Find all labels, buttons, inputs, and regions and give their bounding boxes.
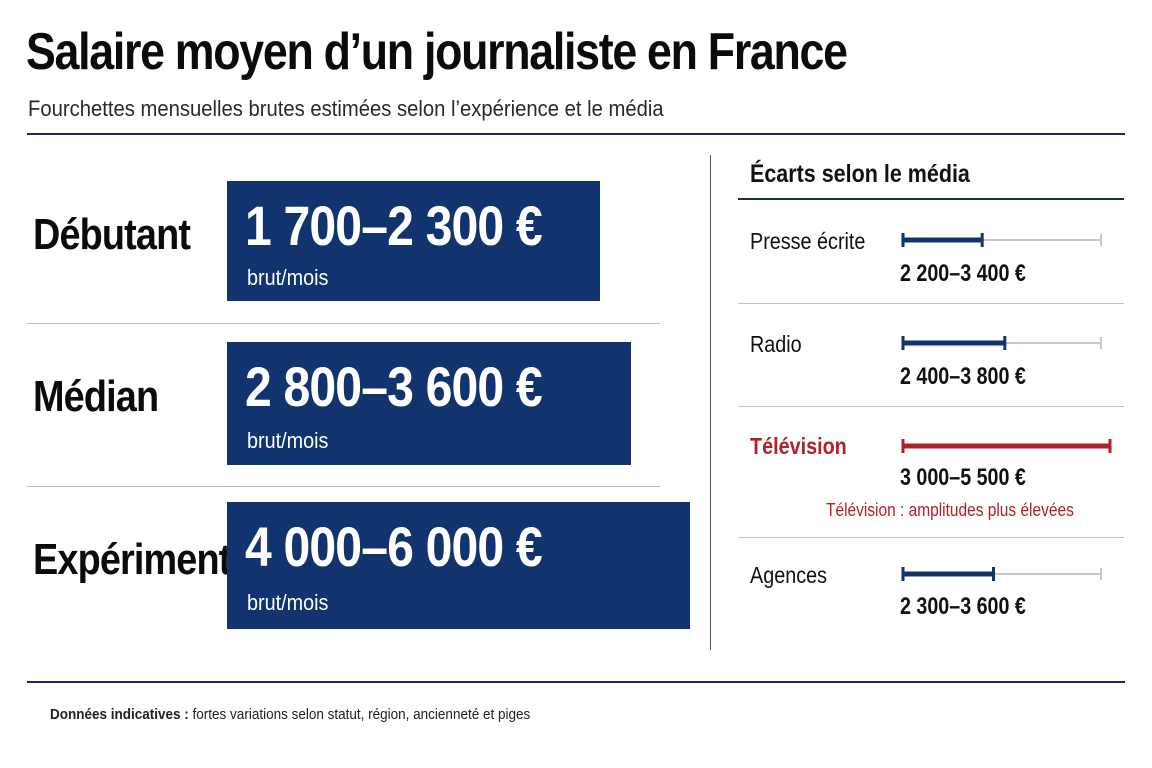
top-rule — [27, 133, 1125, 135]
level-separator — [27, 323, 660, 324]
television-note: Télévision : amplitudes plus élevées — [826, 500, 1074, 520]
range-unit-experimente: brut/mois — [247, 590, 329, 615]
range-unit-debutant: brut/mois — [247, 265, 329, 290]
media-range-agences: 2 300–3 600 € — [900, 593, 1026, 620]
media-panel-rule — [738, 198, 1124, 200]
page-title: Salaire moyen d’un journaliste en France — [26, 23, 848, 81]
range-box-debutant: 1 700–2 300 € brut/mois — [227, 181, 600, 301]
media-separator — [738, 303, 1124, 304]
range-value-median: 2 800–3 600 € — [245, 355, 543, 418]
range-value-debutant: 1 700–2 300 € — [245, 194, 543, 257]
media-label-radio: Radio — [750, 331, 802, 357]
range-box-median: 2 800–3 600 € brut/mois — [227, 342, 631, 465]
media-separator — [738, 537, 1124, 538]
media-range-television: 3 000–5 500 € — [900, 464, 1026, 491]
page-subtitle: Fourchettes mensuelles brutes estimées s… — [28, 96, 664, 121]
level-label-debutant: Débutant — [33, 210, 191, 259]
bottom-rule — [27, 681, 1125, 683]
level-label-median: Médian — [33, 372, 159, 421]
level-label-experimente: Expérimenté — [33, 535, 252, 584]
range-unit-median: brut/mois — [247, 428, 329, 453]
footnote-text: fortes variations selon statut, région, … — [188, 706, 531, 723]
footnote: Données indicatives : fortes variations … — [50, 706, 530, 723]
footnote-bold: Données indicatives : — [50, 706, 189, 723]
media-range-presse-ecrite: 2 200–3 400 € — [900, 260, 1026, 287]
media-label-television: Télévision — [750, 433, 847, 459]
level-separator — [27, 486, 660, 487]
media-separator — [738, 406, 1124, 407]
media-panel-title: Écarts selon le média — [750, 160, 970, 188]
column-divider — [710, 155, 711, 650]
media-label-presse-ecrite: Presse écrite — [750, 228, 866, 254]
media-label-agences: Agences — [750, 562, 827, 588]
media-range-radio: 2 400–3 800 € — [900, 363, 1026, 390]
range-box-experimente: 4 000–6 000 € brut/mois — [227, 502, 690, 629]
range-value-experimente: 4 000–6 000 € — [245, 515, 543, 578]
